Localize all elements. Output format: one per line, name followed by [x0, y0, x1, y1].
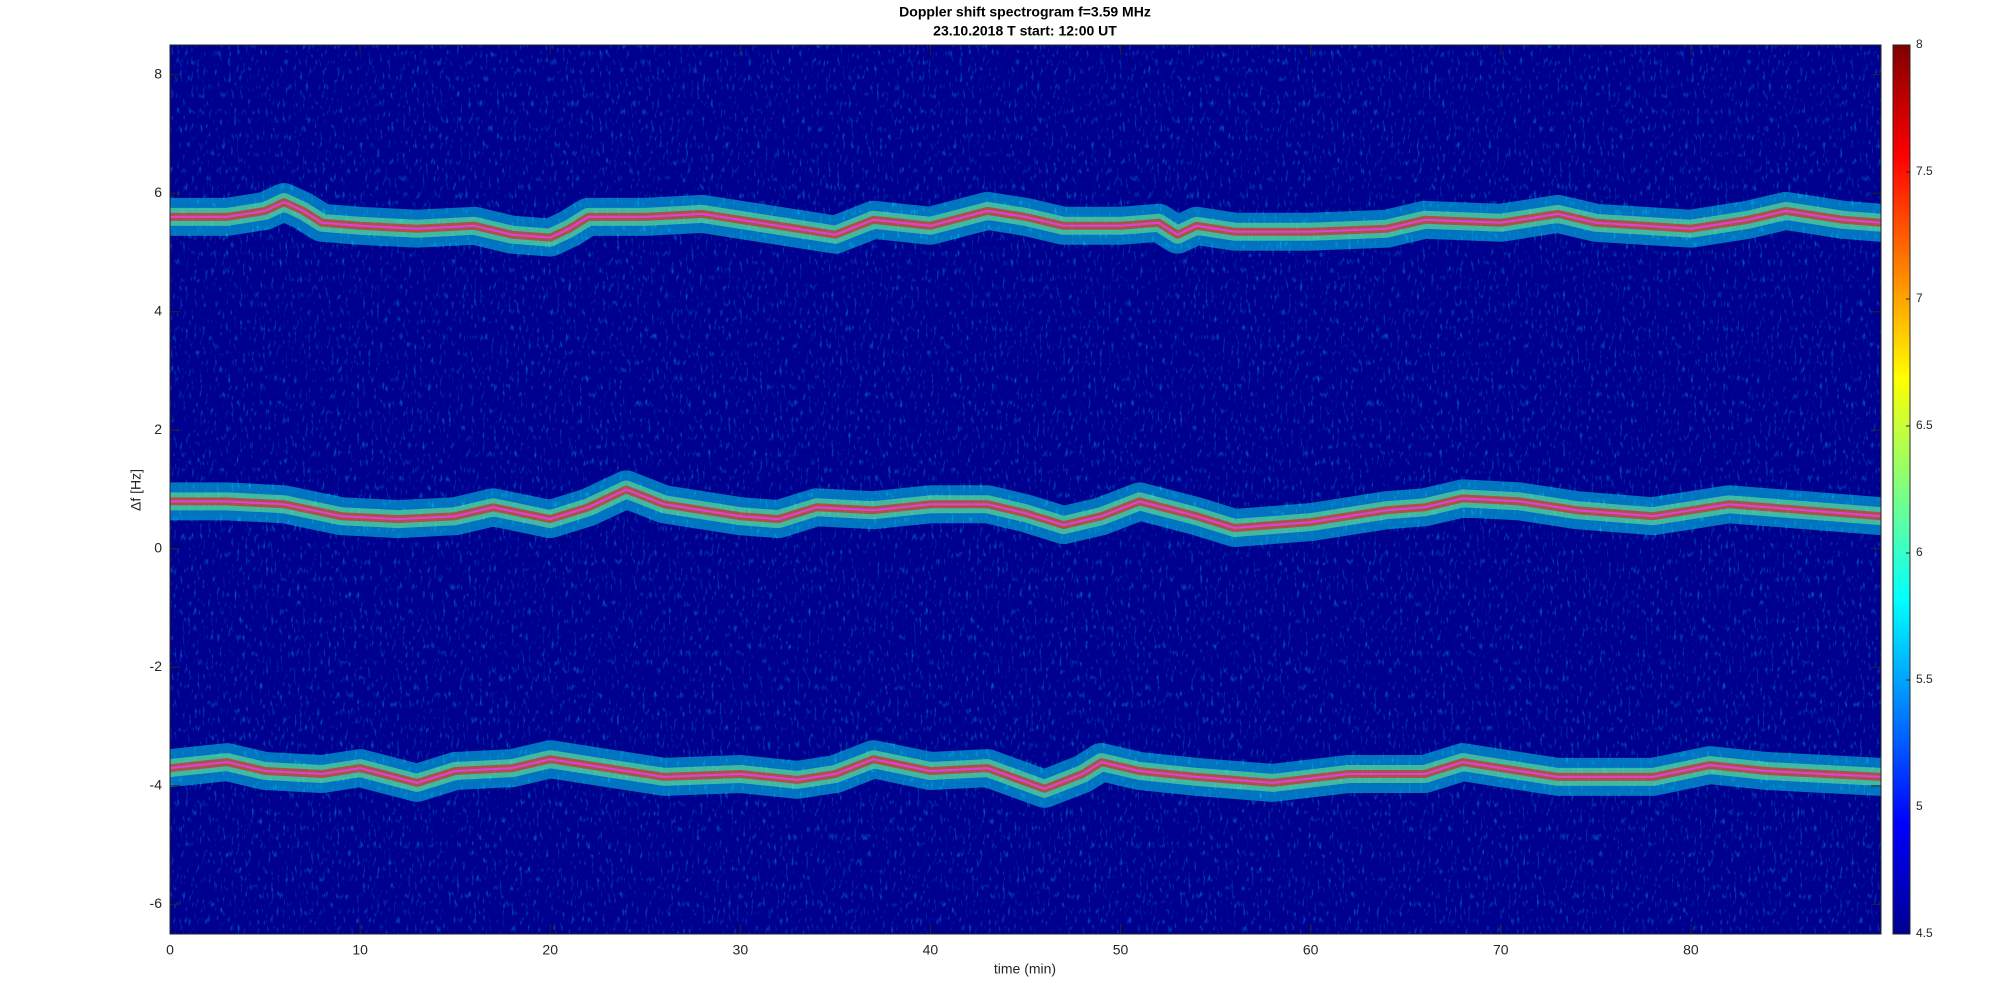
plot-area — [170, 45, 1881, 934]
x-tick-label: 60 — [1303, 942, 1319, 958]
y-tick-label: -4 — [150, 777, 163, 793]
y-tick-label: -6 — [150, 895, 163, 911]
colorbar-tick-label: 8 — [1916, 37, 1923, 51]
x-tick-label: 10 — [352, 942, 368, 958]
trace-line — [170, 758, 1881, 790]
plot-frame — [169, 44, 1882, 935]
x-tick-label: 70 — [1493, 942, 1509, 958]
colorbar-tick-label: 7.5 — [1916, 164, 1933, 178]
y-tick-label: -2 — [150, 658, 163, 674]
trace-line — [170, 488, 1881, 529]
chart-subtitle: 23.10.2018 T start: 12:00 UT — [933, 23, 1117, 39]
x-tick-label: 0 — [166, 942, 174, 958]
y-axis-label: Δf [Hz] — [128, 469, 144, 511]
colorbar-tick-label: 6.5 — [1916, 418, 1933, 432]
x-tick-label: 40 — [923, 942, 939, 958]
y-tick-label: 6 — [154, 184, 162, 200]
x-axis-label: time (min) — [994, 961, 1056, 977]
colorbar — [1892, 44, 1911, 935]
colorbar-tick-label: 6 — [1916, 545, 1923, 559]
colorbar-tick-label: 5.5 — [1916, 672, 1933, 686]
y-tick-label: 8 — [154, 65, 162, 81]
x-tick-label: 50 — [1113, 942, 1129, 958]
y-tick-label: 4 — [154, 302, 162, 318]
colorbar-tick-label: 7 — [1916, 291, 1923, 305]
colorbar-tick-label: 4.5 — [1916, 926, 1933, 940]
x-tick-label: 30 — [733, 942, 749, 958]
x-tick-label: 80 — [1683, 942, 1699, 958]
colorbar-tick-label: 5 — [1916, 799, 1923, 813]
trace-line — [170, 201, 1881, 239]
y-tick-label: 0 — [154, 539, 162, 555]
chart-title: Doppler shift spectrogram f=3.59 MHz — [899, 4, 1151, 20]
x-tick-label: 20 — [542, 942, 558, 958]
y-tick-label: 2 — [154, 421, 162, 437]
